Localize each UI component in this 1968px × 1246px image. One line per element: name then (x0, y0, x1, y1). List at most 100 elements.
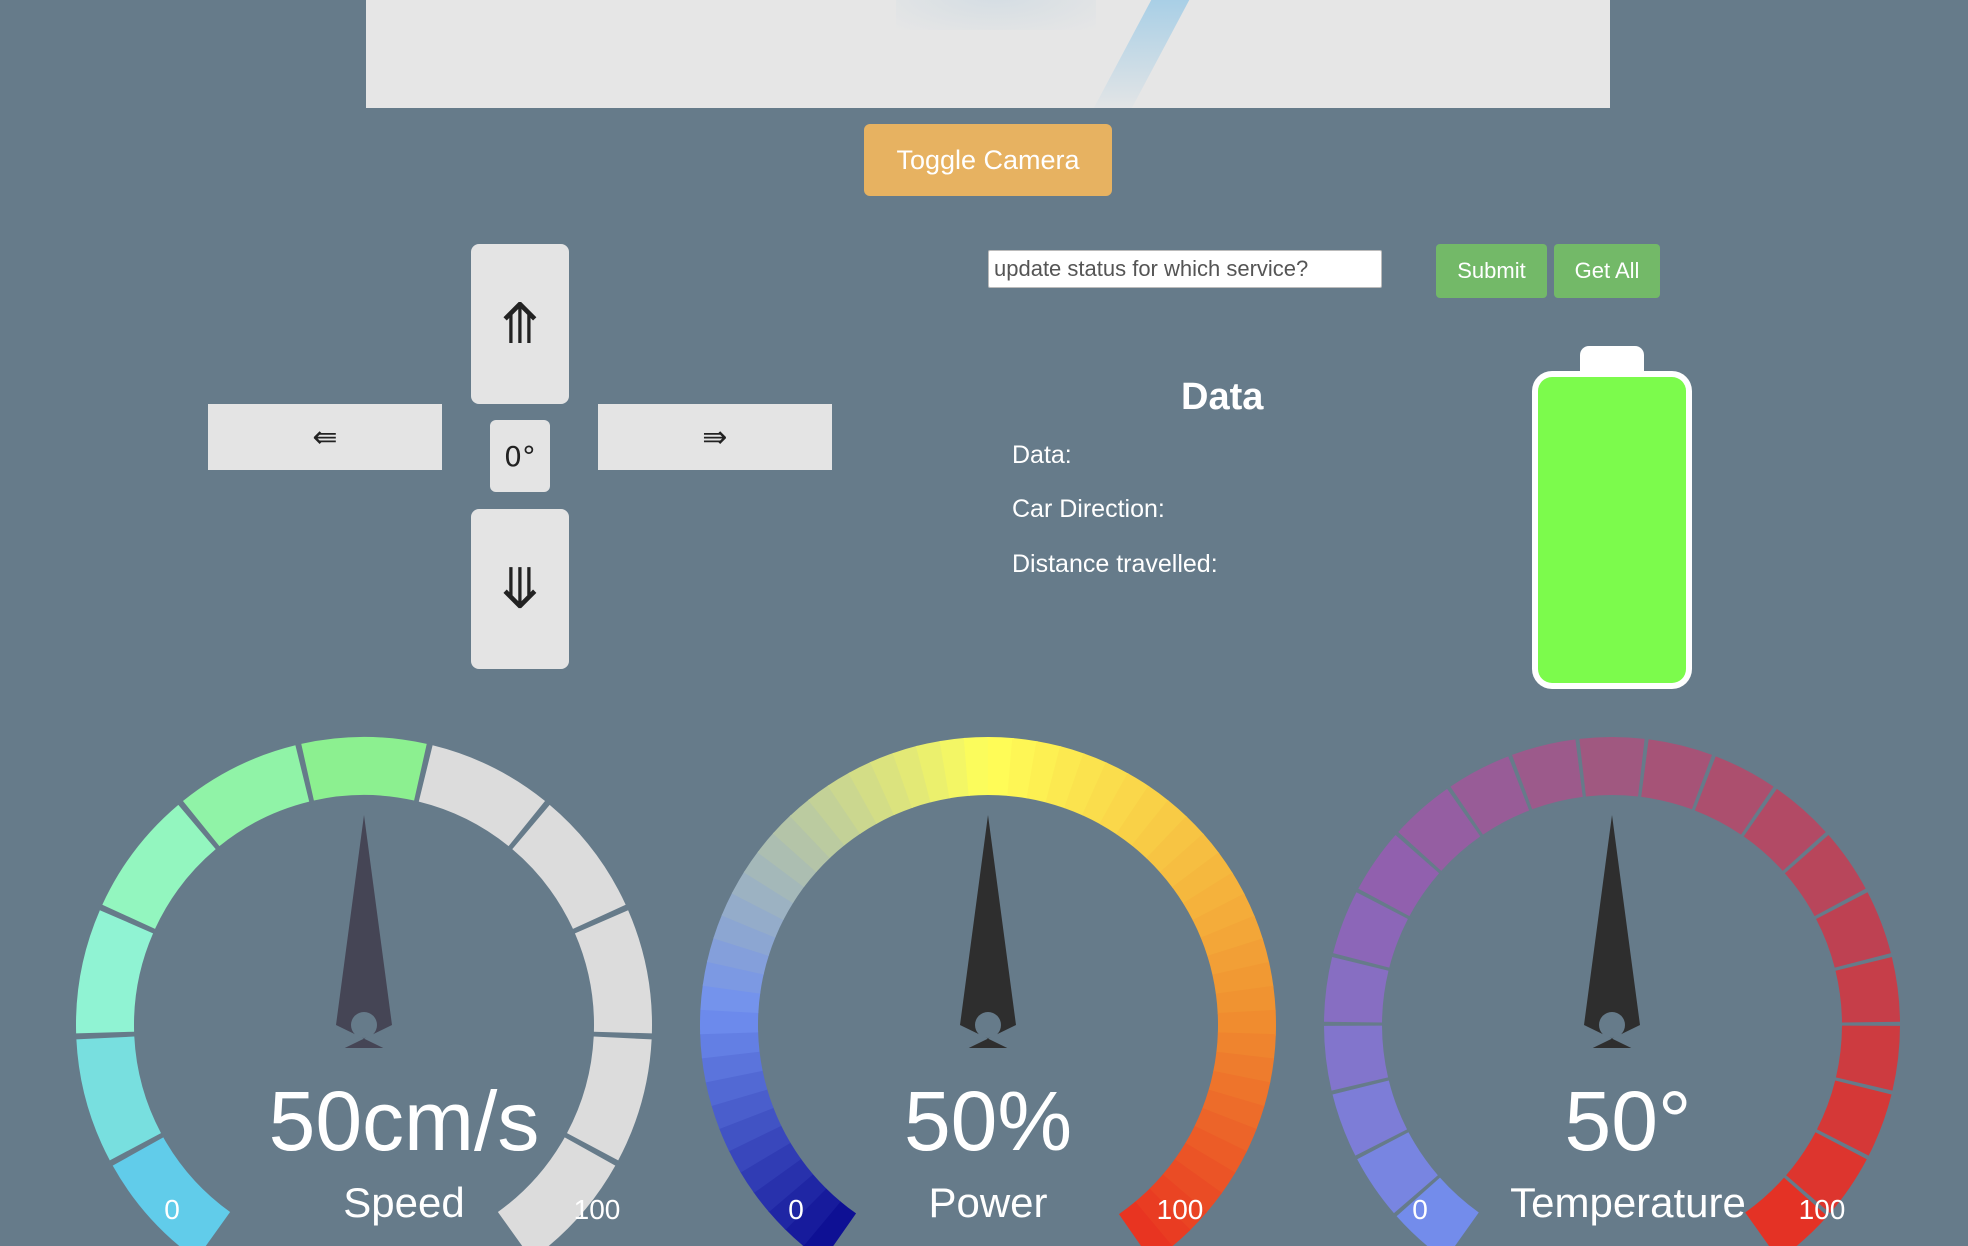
car-direction-label: Car Direction: (1012, 495, 1165, 523)
power-arc-slice (1217, 1009, 1276, 1036)
power-arc-slice (711, 1088, 774, 1129)
right-button[interactable]: ⇛ (598, 404, 832, 470)
temperature-segment (1398, 788, 1481, 871)
power-arc-slice (739, 1141, 802, 1193)
power-arc-slice (1146, 816, 1205, 873)
speed-segment (512, 804, 626, 929)
temperature-segment (1786, 1132, 1867, 1214)
power-arc-slice (1183, 872, 1245, 922)
temperature-segment (1816, 1080, 1892, 1156)
temperature-segment (1512, 739, 1583, 810)
power-arc-slice (721, 892, 784, 938)
power-arc-slice (1192, 893, 1255, 939)
speed-segment (76, 1036, 161, 1161)
temperature-needle-pointer (1584, 815, 1640, 1048)
center-label: 0° (504, 439, 536, 473)
power-arc-slice (808, 784, 861, 846)
power-min-label: 0 (788, 1194, 804, 1225)
speed-segment (76, 910, 154, 1034)
speed-gauge-arc (76, 737, 652, 1246)
speed-max-label: 100 (574, 1194, 621, 1225)
triple-arrow-left-icon: ⇚ (312, 419, 338, 455)
temperature-min-label: 0 (1412, 1194, 1428, 1225)
battery-fill (1538, 377, 1686, 683)
power-arc-slice (713, 914, 776, 956)
left-button[interactable]: ⇚ (208, 404, 442, 470)
speed-min-label: 0 (164, 1194, 180, 1225)
power-arc-slice (753, 1158, 814, 1213)
power-arc-slice (707, 936, 770, 975)
power-arc-slice (789, 799, 846, 859)
power-arc-slice (1212, 961, 1274, 995)
speed-segment (497, 1137, 616, 1246)
power-arc-slice (1184, 1125, 1247, 1174)
power-arc-slice (939, 737, 970, 799)
power-arc-slice (1202, 1089, 1265, 1131)
double-arrow-up-icon: ⤊ (496, 291, 544, 357)
power-arc-slice (743, 851, 805, 904)
power-arc-slice (1194, 1108, 1257, 1153)
power-arc-slice (1213, 1051, 1275, 1084)
power-arc-slice (1116, 785, 1170, 847)
speed-label: Speed (343, 1179, 464, 1226)
temperature-max-label: 100 (1799, 1194, 1846, 1225)
distance-travelled-label: Distance travelled: (1012, 550, 1218, 578)
power-arc-slice (870, 752, 913, 816)
power-label: Power (928, 1179, 1047, 1226)
gauges-panel: 50cm/s Speed 0 100 50% Power 0 100 50° T… (76, 737, 1900, 1246)
speed-needle-pointer (336, 815, 392, 1048)
temperature-gauge: 50° Temperature 0 100 (1324, 737, 1900, 1246)
power-arc-slice (963, 737, 990, 796)
power-arc-slice (1148, 1174, 1207, 1231)
data-title: Data (1181, 376, 1264, 418)
temperature-segment (1745, 1177, 1828, 1246)
power-arc-slice (1099, 773, 1150, 835)
power-arc-slice (1118, 1201, 1173, 1246)
temperature-segment (1324, 957, 1389, 1023)
power-needle-pointer (960, 815, 1016, 1048)
power-arc-slice (700, 1031, 760, 1059)
power-arc-slice (827, 772, 878, 834)
power-arc-slice (1174, 1142, 1236, 1195)
power-arc-slice (757, 832, 817, 888)
temperature-segment (1579, 737, 1645, 797)
toggle-camera-button[interactable]: Toggle Camera (864, 124, 1112, 196)
service-status-input[interactable] (988, 250, 1382, 288)
temperature-segment (1358, 835, 1440, 917)
power-arc-slice (1045, 746, 1085, 809)
power-value: 50% (904, 1074, 1072, 1168)
speed-gauge-needle (336, 815, 392, 1048)
power-arc-slice (1082, 762, 1129, 825)
power-arc-slice (700, 1008, 759, 1035)
power-arc-slice (1200, 915, 1264, 957)
speed-segment (418, 745, 546, 847)
power-arc-slice (701, 1050, 763, 1083)
submit-button[interactable]: Submit (1436, 244, 1547, 298)
camera-view (366, 0, 1610, 108)
power-arc-slice (1026, 741, 1062, 803)
temperature-segment (1835, 957, 1900, 1023)
temperature-segment (1332, 1080, 1408, 1156)
temperature-segment (1396, 1177, 1479, 1246)
center-button[interactable]: 0° (490, 420, 550, 492)
speed-value: 50cm/s (269, 1074, 540, 1168)
power-arc-slice (892, 745, 932, 808)
get-all-button[interactable]: Get All (1554, 244, 1660, 298)
power-needle-hub (975, 1012, 1001, 1038)
power-arc-slice (702, 960, 764, 994)
power-arc-slice (728, 1124, 791, 1173)
power-arc-slice (718, 1106, 782, 1152)
temperature-needle-hub (1599, 1012, 1625, 1038)
temperature-segment (1784, 835, 1866, 917)
backward-button[interactable]: ⤋ (471, 509, 569, 669)
forward-button[interactable]: ⤊ (471, 244, 569, 404)
speed-segment (182, 745, 310, 847)
power-arc-slice (1159, 833, 1220, 889)
power-arc-slice (915, 740, 951, 803)
power-arc-slice (1131, 800, 1188, 859)
power-arc-slice (1208, 1070, 1271, 1108)
power-arc-slice (1064, 753, 1108, 816)
power-arc-slice (1134, 1188, 1191, 1246)
temperature-segment (1743, 788, 1826, 871)
speed-gauge: 50cm/s Speed 0 100 (76, 737, 652, 1246)
